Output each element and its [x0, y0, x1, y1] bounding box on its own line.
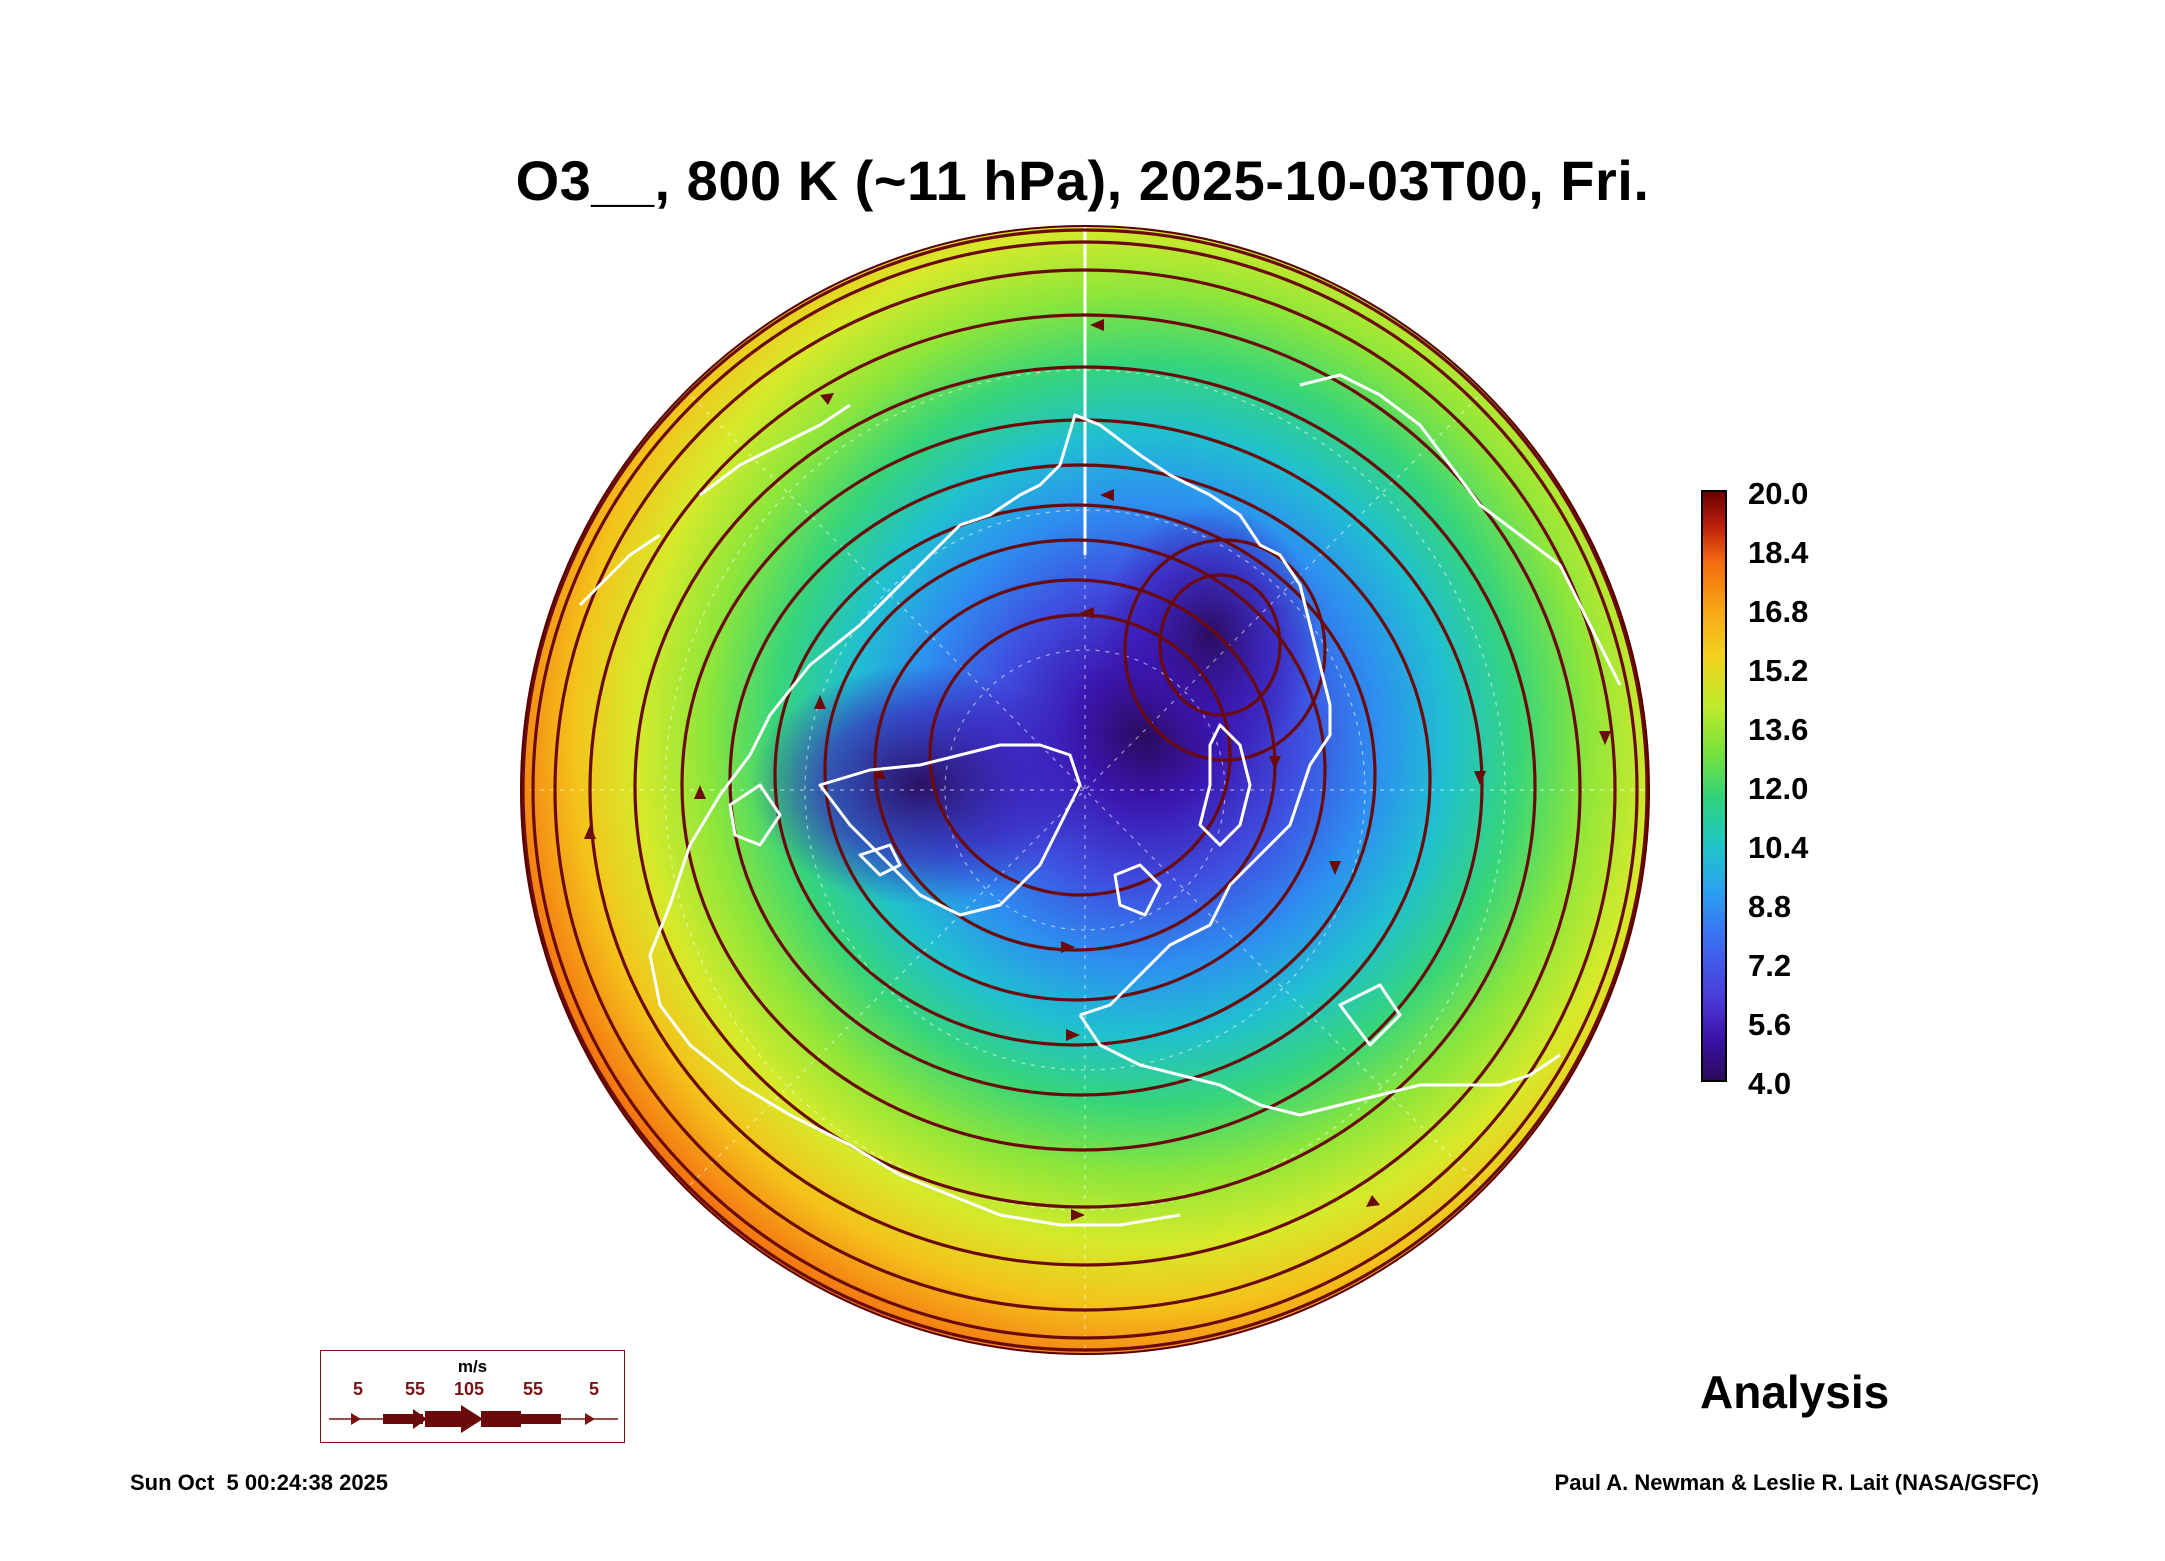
analysis-label: Analysis: [1700, 1366, 1890, 1418]
wind-legend-value: 55: [405, 1379, 426, 1399]
wind-legend-value: 105: [454, 1379, 485, 1399]
colorbar-label-4: 4.0: [1748, 1066, 1792, 1101]
wind-streamlines: [521, 228, 1649, 1352]
chart-title: O3__, 800 K (~11 hPa), 2025-10-03T00, Fr…: [515, 149, 1650, 212]
coastlines: [578, 373, 1622, 1227]
colorbar-label-13-6: 13.6: [1748, 712, 1809, 747]
colorbar-label-16-8: 16.8: [1748, 594, 1809, 629]
wind-legend-value: 55: [523, 1379, 544, 1399]
polar-map-svg: [520, 225, 1650, 1355]
colorbar-label-20: 20.0: [1748, 476, 1809, 511]
map-disc: [520, 225, 1650, 1355]
wind-legend-unit: m/s: [457, 1357, 488, 1376]
wind-legend-value: 5: [589, 1379, 600, 1399]
colorbar: [1701, 490, 1727, 1082]
streamline-arrows: [584, 319, 1611, 1221]
polar-map: [520, 225, 1650, 1355]
wind-legend-arrow: [329, 1405, 618, 1433]
generated-timestamp: Sun Oct 5 00:24:38 2025: [130, 1470, 389, 1495]
wind-speed-legend: m/s 5 55 105 55 5: [320, 1350, 625, 1443]
colorbar-label-12: 12.0: [1748, 771, 1809, 806]
ozone-minimum-west: [750, 665, 1090, 905]
colorbar-label-10-4: 10.4: [1748, 830, 1809, 865]
colorbar-label-8-8: 8.8: [1748, 889, 1792, 924]
credit-line: Paul A. Newman & Leslie R. Lait (NASA/GS…: [1554, 1470, 2039, 1495]
map-border: [520, 225, 1650, 1355]
colorbar-label-5-6: 5.6: [1748, 1007, 1792, 1042]
colorbar-label-7-2: 7.2: [1748, 948, 1792, 983]
colorbar-label-18-4: 18.4: [1748, 535, 1809, 570]
wind-legend-value: 5: [353, 1379, 364, 1399]
colorbar-label-15-2: 15.2: [1748, 653, 1809, 688]
